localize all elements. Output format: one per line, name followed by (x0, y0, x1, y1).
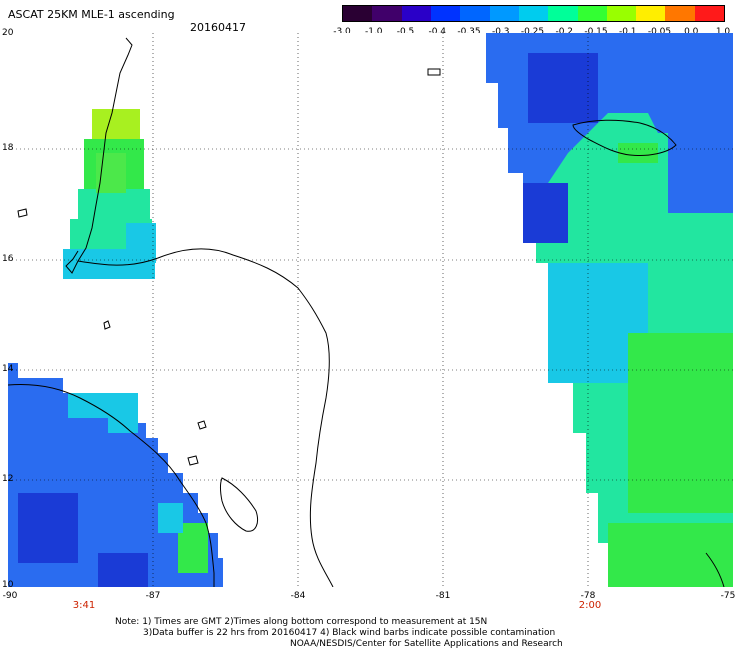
note-line-1: Note: 1) Times are GMT 2)Times along bot… (115, 617, 488, 627)
colorbar-label: 0.0 (684, 27, 699, 37)
lat-label-18: 18 (2, 143, 14, 153)
colorbar-label: -0.15 (584, 27, 608, 37)
colorbar-label: -0.3 (491, 27, 510, 37)
note-line-3: NOAA/NESDIS/Center for Satellite Applica… (290, 639, 563, 649)
swath-yucatan (63, 109, 156, 279)
swath-east (486, 33, 733, 587)
colorbar-segment (694, 6, 725, 21)
colorbar-segment (489, 6, 519, 21)
colorbar-segment (577, 6, 607, 21)
lon-label--84: -84 (290, 591, 306, 601)
map-area (7, 33, 733, 588)
map-svg (7, 33, 733, 588)
colorbar-labels: -3.0 -1.0 -0.5 -0.4 -0.35 -0.3 -0.25 -0.2 -0.15-… (330, 27, 735, 39)
colorbar-segment (430, 6, 461, 21)
lon-label--75: -75 (720, 591, 736, 601)
colorbar-segment (518, 6, 549, 21)
colorbar-label: -0.2 (555, 27, 574, 37)
lat-label-20: 20 (2, 28, 14, 38)
colorbar-segment (606, 6, 637, 21)
colorbar-label: 1.0 (715, 27, 731, 37)
swath-southwest (8, 363, 223, 587)
lat-label-14: 14 (2, 364, 14, 374)
colorbar-segment (636, 6, 666, 21)
colorbar-segment (372, 6, 402, 21)
colorbar-segment (665, 6, 695, 21)
pass-time-east: 2:00 (578, 600, 602, 611)
lon-label--90: -90 (2, 591, 18, 601)
colorbar-label: -0.25 (520, 27, 545, 37)
colorbar-label: -0.1 (618, 27, 637, 37)
pass-time-west: 3:41 (72, 600, 96, 611)
lat-label-10: 10 (2, 580, 14, 590)
lon-label--81: -81 (435, 591, 451, 601)
lon-label--87: -87 (145, 591, 161, 601)
lat-lon-grid (8, 33, 733, 587)
colorbar-segment (401, 6, 431, 21)
map-title: ASCAT 25KM MLE-1 ascending (8, 8, 175, 21)
colorbar-label: -0.4 (428, 27, 447, 37)
colorbar-label: -0.5 (396, 27, 415, 37)
colorbar (342, 5, 725, 22)
colorbar-segment (548, 6, 578, 21)
note-line-2: 3)Data buffer is 22 hrs from 20160417 4)… (143, 628, 556, 638)
coastlines (7, 37, 725, 588)
colorbar-segment (460, 6, 490, 21)
map-date: 20160417 (190, 21, 246, 34)
colorbar-label: -0.05 (647, 27, 672, 37)
colorbar-label: -3.0 (333, 27, 351, 37)
lon-label--78: -78 (580, 591, 596, 601)
lat-label-12: 12 (2, 474, 14, 484)
colorbar-label: -0.35 (457, 27, 481, 37)
lat-label-16: 16 (2, 254, 14, 264)
colorbar-label: -1.0 (364, 27, 383, 37)
colorbar-segment (343, 6, 373, 21)
